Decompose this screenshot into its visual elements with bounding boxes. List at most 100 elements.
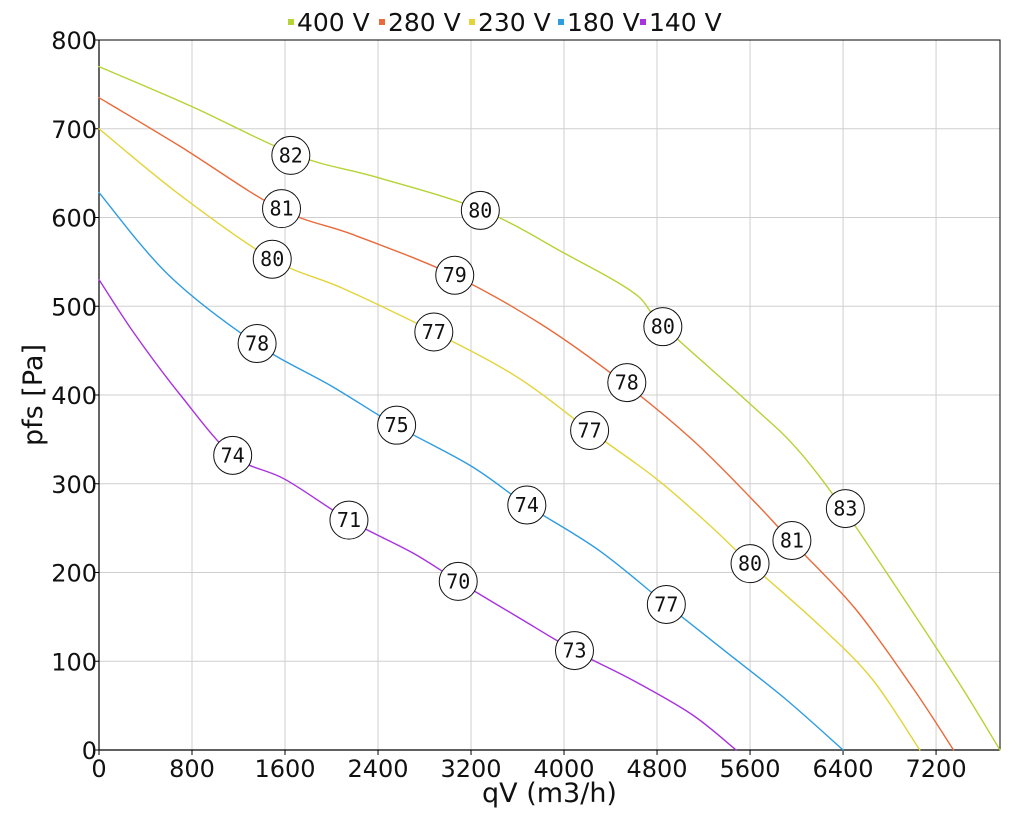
y-tick-label: 800 xyxy=(51,27,97,55)
efficiency-marker-label: 77 xyxy=(654,592,678,616)
x-tick-label: 2400 xyxy=(347,755,408,783)
legend: 400 V 280 V 230 V 180 V 140 V xyxy=(288,8,722,37)
x-tick-label: 3200 xyxy=(440,755,501,783)
efficiency-marker: 74 xyxy=(507,485,547,525)
efficiency-marker-label: 75 xyxy=(385,413,409,437)
legend-item: 180 V xyxy=(558,8,640,37)
y-tick-label: 700 xyxy=(51,116,97,144)
x-tick-label: 4000 xyxy=(533,755,594,783)
efficiency-marker: 81 xyxy=(262,189,302,229)
x-tick-label: 5600 xyxy=(720,755,781,783)
efficiency-marker-label: 71 xyxy=(337,508,361,532)
efficiency-marker-circle xyxy=(646,584,686,624)
efficiency-marker: 81 xyxy=(772,521,812,561)
legend-item: 230 V xyxy=(469,8,551,37)
efficiency-marker-label: 80 xyxy=(468,198,492,222)
efficiency-marker-circle xyxy=(414,312,454,352)
y-tick-label: 0 xyxy=(82,737,97,765)
efficiency-marker-circle xyxy=(730,544,770,584)
efficiency-marker: 77 xyxy=(570,411,610,450)
efficiency-marker-label: 80 xyxy=(738,552,762,576)
efficiency-marker-circle xyxy=(460,190,500,230)
efficiency-marker-circle xyxy=(262,189,302,229)
efficiency-marker: 83 xyxy=(825,489,865,529)
series-line-280v xyxy=(98,97,955,751)
series-line-140v xyxy=(98,278,737,751)
legend-label: 140 V xyxy=(649,8,722,37)
efficiency-marker-label: 78 xyxy=(615,371,639,395)
efficiency-marker-circle xyxy=(772,521,812,561)
efficiency-marker-label: 82 xyxy=(279,143,303,167)
series-line-180v xyxy=(98,191,844,751)
efficiency-marker-label: 77 xyxy=(578,419,602,443)
efficiency-marker: 78 xyxy=(607,363,647,403)
legend-swatch xyxy=(288,19,294,25)
efficiency-marker: 80 xyxy=(730,544,770,584)
legend-item: 140 V xyxy=(640,8,722,37)
y-tick-label: 500 xyxy=(51,293,97,321)
efficiency-marker-circle xyxy=(435,255,475,295)
grid-lines xyxy=(98,39,1000,751)
efficiency-marker-label: 70 xyxy=(446,569,470,593)
efficiency-marker: 82 xyxy=(271,135,311,175)
efficiency-marker: 80 xyxy=(460,190,500,230)
efficiency-marker-label: 74 xyxy=(221,443,245,467)
efficiency-marker-label: 83 xyxy=(833,497,857,521)
x-tick-label: 7200 xyxy=(906,755,967,783)
efficiency-marker: 80 xyxy=(643,307,683,347)
x-axis-title: qV (m3/h) xyxy=(482,778,617,809)
legend-label: 230 V xyxy=(478,8,551,37)
axes: 0 800 1600 2400 3200 4000 4800 5600 6400 7200 0 100… xyxy=(51,27,1000,783)
efficiency-marker-circle xyxy=(507,485,547,525)
efficiency-marker-label: 79 xyxy=(443,263,467,287)
legend-item: 400 V xyxy=(288,8,370,37)
efficiency-marker: 70 xyxy=(438,561,478,601)
efficiency-marker-circle xyxy=(643,307,683,347)
y-tick-label: 600 xyxy=(51,205,97,233)
efficiency-marker: 78 xyxy=(237,324,277,364)
efficiency-marker: 80 xyxy=(252,239,292,279)
efficiency-marker-circle xyxy=(237,324,277,364)
y-tick-label: 400 xyxy=(51,382,97,410)
efficiency-marker: 73 xyxy=(554,631,594,671)
efficiency-marker-label: 74 xyxy=(515,493,539,517)
efficiency-marker-label: 80 xyxy=(260,247,284,271)
legend-swatch xyxy=(558,19,564,25)
efficiency-marker-circle xyxy=(570,411,610,450)
legend-swatch xyxy=(379,19,385,25)
efficiency-marker: 75 xyxy=(377,405,417,445)
efficiency-marker-label: 80 xyxy=(651,315,675,339)
efficiency-marker-circle xyxy=(438,561,478,601)
efficiency-marker-circle xyxy=(554,631,594,671)
legend-label: 180 V xyxy=(567,8,640,37)
efficiency-marker-circle xyxy=(271,135,311,175)
series-line-400v xyxy=(98,65,1001,751)
efficiency-marker-circle xyxy=(252,239,292,279)
efficiency-marker-label: 81 xyxy=(780,529,804,553)
efficiency-markers: 82 80 80 83 81 79 78 81 80 77 77 80 78 75 74 77 74 71 70 73 xyxy=(213,135,865,671)
y-axis-title: pfs [Pa] xyxy=(18,344,49,446)
efficiency-marker-circle xyxy=(377,405,417,445)
efficiency-marker-circle xyxy=(329,500,369,540)
efficiency-marker-circle xyxy=(213,435,253,475)
y-tick-label: 100 xyxy=(51,648,97,676)
x-tick-label: 0 xyxy=(91,755,106,783)
x-tick-label: 800 xyxy=(169,755,215,783)
legend-swatch xyxy=(469,19,475,25)
series-lines xyxy=(98,65,1001,751)
efficiency-marker: 77 xyxy=(414,312,454,352)
efficiency-marker: 74 xyxy=(213,435,253,475)
efficiency-marker-label: 81 xyxy=(269,197,293,221)
efficiency-marker: 79 xyxy=(435,255,475,295)
legend-label: 400 V xyxy=(297,8,370,37)
efficiency-marker-circle xyxy=(607,363,647,403)
x-tick-label: 6400 xyxy=(813,755,874,783)
efficiency-marker-label: 73 xyxy=(562,639,586,663)
efficiency-marker: 71 xyxy=(329,500,369,540)
efficiency-marker-circle xyxy=(825,489,865,529)
legend-label: 280 V xyxy=(388,8,461,37)
x-tick-label: 4800 xyxy=(626,755,687,783)
efficiency-marker-label: 78 xyxy=(245,332,269,356)
x-tick-label: 1600 xyxy=(254,755,315,783)
